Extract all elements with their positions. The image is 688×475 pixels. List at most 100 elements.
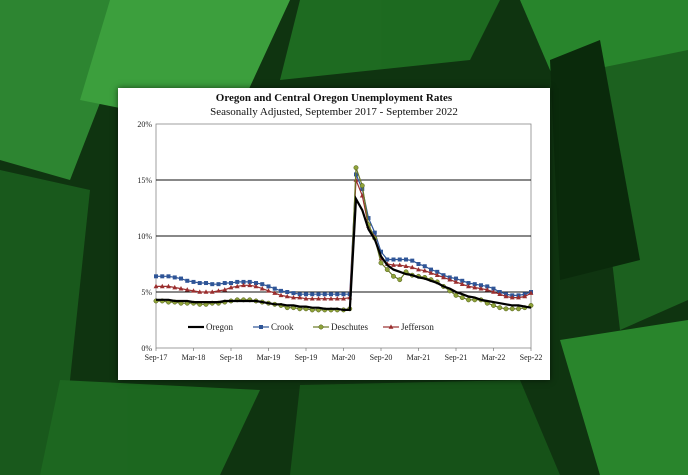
data-point-jefferson bbox=[322, 296, 328, 301]
data-point-jefferson bbox=[453, 279, 459, 284]
data-point-jefferson bbox=[159, 283, 165, 289]
data-point-jefferson bbox=[528, 290, 534, 295]
data-point-crook bbox=[279, 288, 283, 293]
data-point-crook bbox=[285, 290, 290, 294]
data-point-crook bbox=[204, 281, 208, 286]
chart-subtitle: Seasonally Adjusted, September 2017 - Se… bbox=[210, 106, 458, 118]
data-point-crook bbox=[160, 274, 165, 279]
data-point-crook bbox=[372, 230, 377, 235]
data-point-jefferson bbox=[391, 262, 396, 267]
data-point-jefferson bbox=[497, 291, 503, 297]
data-point-jefferson bbox=[209, 289, 215, 294]
legend-marker bbox=[259, 325, 263, 329]
data-point-crook bbox=[172, 275, 177, 280]
data-point-jefferson bbox=[484, 287, 490, 292]
legend-label: Jefferson bbox=[401, 322, 434, 332]
data-point-crook bbox=[466, 281, 471, 286]
data-point-jefferson bbox=[409, 264, 415, 270]
data-point-jefferson bbox=[153, 283, 159, 289]
data-point-crook bbox=[185, 278, 190, 283]
data-point-jefferson bbox=[266, 288, 271, 293]
data-point-jefferson bbox=[328, 296, 334, 301]
data-point-jefferson bbox=[466, 283, 471, 289]
data-point-crook bbox=[241, 279, 246, 284]
data-point-crook bbox=[154, 274, 158, 279]
data-point-jefferson bbox=[166, 283, 171, 289]
legend: Oregon Crook Deschutes Jefferson bbox=[188, 322, 434, 332]
x-tick-label: Sep-17 bbox=[145, 353, 168, 362]
legend-label: Oregon bbox=[206, 322, 233, 332]
data-point-deschutes bbox=[359, 183, 365, 189]
y-tick-label: 10% bbox=[137, 232, 152, 241]
x-tick-label: Mar-20 bbox=[332, 353, 356, 362]
data-point-jefferson bbox=[334, 296, 340, 301]
data-point-crook bbox=[179, 276, 183, 281]
data-point-deschutes bbox=[497, 305, 503, 311]
data-point-deschutes bbox=[453, 292, 459, 298]
data-point-jefferson bbox=[316, 296, 321, 301]
y-tick-label: 5% bbox=[141, 288, 152, 297]
data-point-jefferson bbox=[197, 289, 203, 294]
x-tick-label: Sep-20 bbox=[370, 353, 393, 362]
data-point-deschutes bbox=[384, 267, 390, 273]
y-tick-label: 0% bbox=[141, 344, 152, 353]
legend-label: Crook bbox=[271, 322, 294, 332]
data-point-jefferson bbox=[459, 281, 465, 286]
x-tick-label: Mar-18 bbox=[182, 353, 206, 362]
x-tick-label: Mar-22 bbox=[482, 353, 506, 362]
legend-item-oregon: Oregon bbox=[188, 322, 233, 332]
legend-label: Deschutes bbox=[331, 322, 368, 332]
data-point-jefferson bbox=[216, 288, 221, 293]
x-tick-label: Sep-22 bbox=[520, 353, 543, 362]
data-point-jefferson bbox=[441, 274, 446, 280]
data-point-crook bbox=[410, 258, 415, 263]
x-tick-label: Sep-18 bbox=[220, 353, 243, 362]
data-point-crook bbox=[391, 257, 396, 262]
data-point-crook bbox=[341, 292, 346, 297]
data-point-crook bbox=[216, 282, 221, 287]
series-line-crook bbox=[156, 174, 532, 296]
data-point-jefferson bbox=[434, 272, 440, 277]
data-point-jefferson bbox=[228, 284, 234, 290]
data-point-jefferson bbox=[422, 268, 428, 273]
data-point-jefferson bbox=[309, 296, 315, 301]
data-point-crook bbox=[310, 292, 315, 297]
data-point-jefferson bbox=[341, 296, 346, 301]
data-point-crook bbox=[329, 292, 333, 297]
data-point-jefferson bbox=[403, 263, 409, 269]
data-point-jefferson bbox=[278, 292, 284, 298]
chart-card: Oregon and Central Oregon Unemployment R… bbox=[118, 88, 550, 380]
x-tick-label: Mar-19 bbox=[257, 353, 281, 362]
data-point-crook bbox=[404, 257, 408, 262]
data-point-crook bbox=[472, 282, 477, 287]
data-point-jefferson bbox=[503, 293, 509, 299]
data-point-jefferson bbox=[478, 286, 484, 291]
data-point-crook bbox=[210, 282, 215, 287]
data-point-jefferson bbox=[472, 284, 478, 290]
legend-item-deschutes: Deschutes bbox=[313, 322, 368, 332]
data-point-jefferson bbox=[303, 296, 309, 301]
data-point-jefferson bbox=[509, 295, 515, 300]
data-point-jefferson bbox=[522, 293, 528, 299]
data-point-deschutes bbox=[491, 302, 496, 308]
data-point-jefferson bbox=[234, 283, 240, 289]
data-point-jefferson bbox=[172, 284, 178, 290]
x-tick-label: Sep-21 bbox=[445, 353, 468, 362]
data-point-crook bbox=[166, 274, 171, 279]
data-point-jefferson bbox=[297, 295, 303, 300]
data-point-crook bbox=[304, 292, 308, 297]
chart-title: Oregon and Central Oregon Unemployment R… bbox=[215, 92, 453, 104]
data-point-crook bbox=[491, 286, 496, 291]
data-point-crook bbox=[479, 283, 483, 288]
data-point-crook bbox=[247, 279, 252, 284]
data-point-crook bbox=[266, 284, 271, 289]
data-point-crook bbox=[297, 292, 302, 297]
data-point-deschutes bbox=[459, 295, 465, 301]
data-point-crook bbox=[366, 216, 371, 221]
data-point-crook bbox=[422, 264, 427, 269]
series-line-oregon bbox=[156, 195, 532, 311]
data-point-crook bbox=[229, 281, 233, 286]
y-tick-label: 15% bbox=[137, 176, 152, 185]
data-point-crook bbox=[416, 262, 421, 266]
